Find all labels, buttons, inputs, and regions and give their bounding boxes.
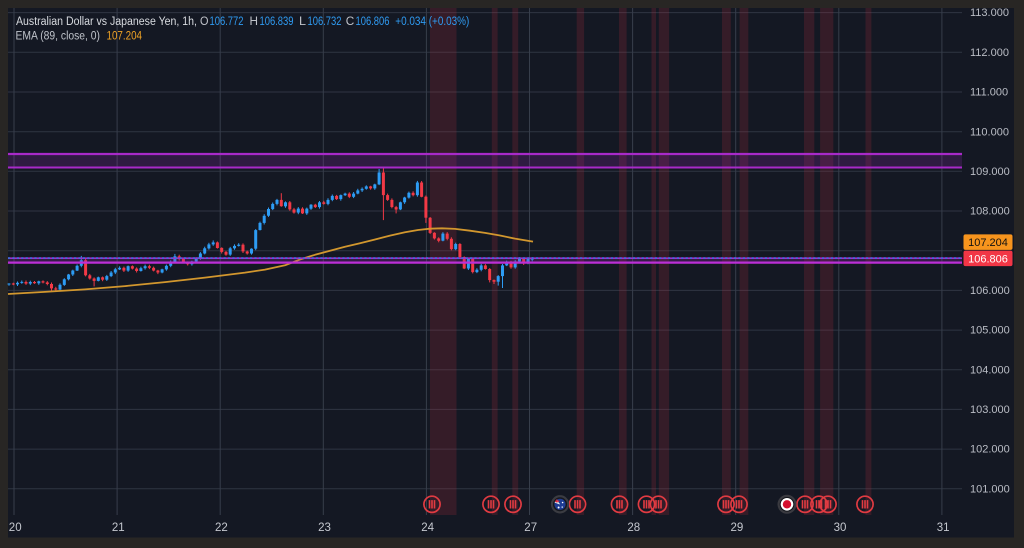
svg-text:24: 24 (421, 522, 434, 534)
svg-text:111.000: 111.000 (970, 87, 1008, 99)
svg-text:103.000: 103.000 (970, 404, 1010, 416)
svg-text:22: 22 (215, 522, 228, 534)
svg-text:30: 30 (834, 522, 847, 534)
svg-text:107.204: 107.204 (968, 237, 1008, 249)
svg-text:C: C (346, 16, 355, 28)
svg-text:Australian Dollar vs Japanese: Australian Dollar vs Japanese Yen, 1h, (16, 16, 197, 28)
svg-text:106.839: 106.839 (260, 16, 294, 28)
svg-text:+0.034 (+0.03%): +0.034 (+0.03%) (395, 16, 469, 28)
svg-text:101.000: 101.000 (970, 483, 1010, 495)
svg-text:31: 31 (937, 522, 950, 534)
svg-text:108.000: 108.000 (970, 206, 1010, 218)
svg-text:112.000: 112.000 (970, 47, 1009, 59)
svg-text:28: 28 (627, 522, 640, 534)
svg-text:110.000: 110.000 (970, 126, 1009, 138)
svg-text:106.772: 106.772 (210, 16, 244, 28)
svg-text:29: 29 (731, 522, 744, 534)
svg-text:20: 20 (9, 522, 22, 534)
svg-text:O: O (200, 16, 209, 28)
svg-text:23: 23 (318, 522, 331, 534)
svg-text:109.000: 109.000 (970, 166, 1010, 178)
svg-text:105.000: 105.000 (970, 325, 1010, 337)
svg-text:106.806: 106.806 (356, 16, 390, 28)
svg-text:21: 21 (112, 522, 125, 534)
svg-text:107.204: 107.204 (107, 31, 143, 43)
svg-text:104.000: 104.000 (970, 364, 1010, 376)
svg-text:EMA (89, close, 0): EMA (89, close, 0) (16, 31, 101, 43)
svg-text:27: 27 (524, 522, 537, 534)
svg-text:H: H (250, 16, 259, 28)
svg-text:106.732: 106.732 (308, 16, 342, 28)
svg-text:113.000: 113.000 (970, 7, 1009, 19)
svg-text:L: L (299, 16, 307, 28)
svg-text:106.806: 106.806 (968, 253, 1008, 265)
svg-text:102.000: 102.000 (970, 444, 1010, 456)
svg-text:106.000: 106.000 (970, 285, 1010, 297)
